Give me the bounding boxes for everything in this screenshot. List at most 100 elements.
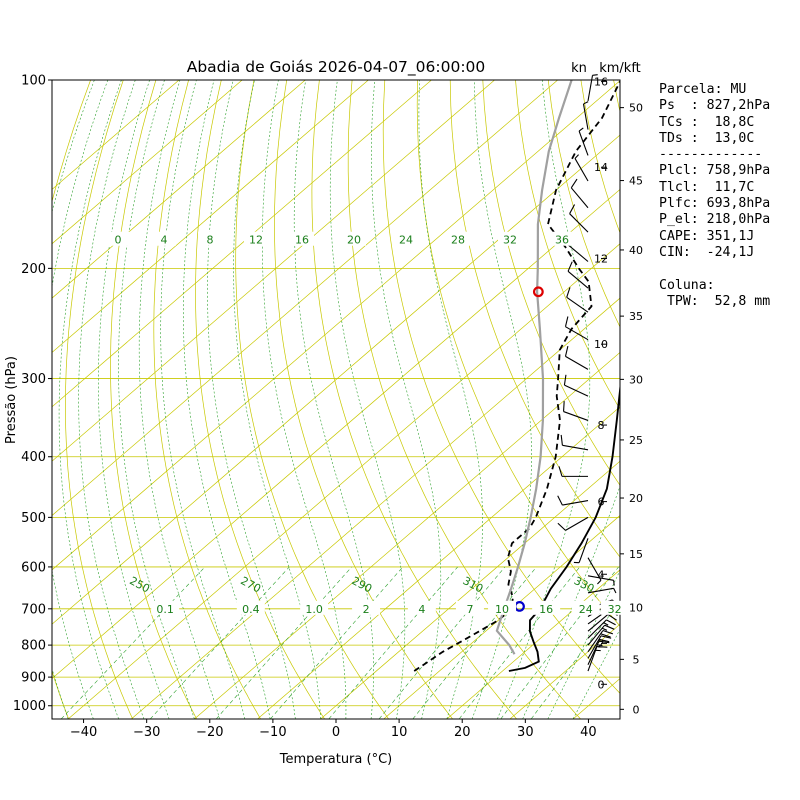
km-tick-label: 2 <box>598 637 605 650</box>
isotherm-line <box>446 569 620 719</box>
wind-barb-flag <box>557 522 566 531</box>
kft-tick-label: 5 <box>633 653 640 666</box>
isotherm-line <box>52 134 620 625</box>
temperature-line <box>508 381 620 672</box>
height-units-label: km/kft <box>599 61 641 76</box>
info-line <box>659 261 770 277</box>
wind-barb-half-flag <box>597 579 602 585</box>
moist-adiabat-label-bg <box>394 231 418 246</box>
mixing-ratio-label: 16 <box>539 603 553 616</box>
wind-barb-flag <box>563 374 567 386</box>
moist-adiabat-label-bg <box>290 231 314 246</box>
y-axis-label: Pressão (hPa) <box>4 356 19 444</box>
mixing-ratio-label-bg <box>407 600 436 615</box>
mixing-ratio-label-bg <box>352 600 381 615</box>
dry-adiabat-line <box>235 80 389 719</box>
x-tick-label: 0 <box>332 725 340 740</box>
wind-barb-staff <box>587 575 614 581</box>
wind-barb-staff <box>562 500 589 506</box>
wind-barb-flag <box>606 619 616 626</box>
moist-adiabat-label: 28 <box>451 234 465 247</box>
isotherm-line <box>52 80 243 245</box>
wind-barb-flag <box>604 624 615 630</box>
kft-tick-label: 50 <box>629 102 643 115</box>
moist-adiabat-label-bg <box>198 231 222 246</box>
wind-barb-staff <box>587 646 598 672</box>
wind-barb-flag <box>600 635 612 639</box>
isotherm-line <box>67 243 620 719</box>
moist-adiabat-label-bg <box>446 231 470 246</box>
dry-adiabat-line <box>65 80 134 719</box>
wind-barb-half-flag <box>592 74 598 76</box>
wind-barb-flag <box>598 640 610 644</box>
wind-barb <box>587 646 608 672</box>
x-tick-label: −40 <box>70 725 97 740</box>
wind-barb-flag <box>602 629 613 635</box>
info-line: TPW: 52,8 mm <box>659 293 771 309</box>
axes: −40 −30 −20 −10 0 10 20 30 401002003004005006007… <box>13 74 629 740</box>
wind-barb-flag <box>570 178 578 189</box>
moist-adiabat-label: 32 <box>503 234 517 247</box>
wind-barb-half-flag <box>583 101 589 105</box>
isotherm-line <box>320 460 620 719</box>
moist-adiabat-label-bg <box>498 231 522 246</box>
wind-barb-staff <box>587 557 602 581</box>
dry-adiabat-line <box>347 80 581 719</box>
wind-barb-staff <box>569 213 589 233</box>
wind-barb-half-flag <box>613 588 617 594</box>
info-line: Plcl: 758,9hPa <box>659 163 771 179</box>
wind-barb-staff <box>578 538 589 563</box>
wind-barb-flag <box>607 613 617 621</box>
km-tick-label: 10 <box>594 338 608 351</box>
moist-adiabat-label: 20 <box>347 234 361 247</box>
wind-barb-staff <box>564 384 589 397</box>
wind-barb-staff <box>582 103 589 130</box>
dry-adiabat-line <box>515 80 620 411</box>
wind-barb-flag <box>567 261 573 272</box>
info-line: Coluna: <box>659 277 715 293</box>
wind-barb-staff <box>578 130 589 156</box>
isotherm-line <box>52 80 495 462</box>
info-line: TCs : 18,8C <box>659 114 755 130</box>
moist-adiabat-label-bg <box>342 231 366 246</box>
mixing-ratio-label: 4 <box>418 603 425 616</box>
mixing-ratio-line <box>378 566 506 719</box>
moist-adiabat-line <box>207 80 296 719</box>
y-tick-label: 600 <box>21 560 46 575</box>
info-line: ------------- <box>659 147 763 163</box>
mixing-ratio-line <box>412 566 537 719</box>
wind-barb <box>587 557 602 585</box>
dry-adiabat-line <box>153 80 261 719</box>
moist-adiabat-line <box>262 80 347 719</box>
mixing-ratio-line <box>328 566 458 719</box>
dry-adiabat-line <box>382 80 620 694</box>
moist-adiabat-label: 12 <box>249 234 263 247</box>
wind-barb-flag <box>596 646 608 648</box>
wind-barb-staff <box>587 75 594 102</box>
wind-barb-staff <box>563 411 589 421</box>
kft-tick-label: 20 <box>629 492 643 505</box>
wind-barb-flag <box>557 495 563 506</box>
moist-adiabat-line <box>98 80 170 719</box>
lfc-marker <box>514 600 525 612</box>
wind-barb-staff <box>567 270 589 289</box>
mixing-ratio-label-bg <box>571 600 600 615</box>
wind-barb <box>567 261 589 289</box>
wind-barb <box>587 624 615 646</box>
wind-barb-staff <box>565 355 589 370</box>
moist-adiabat-label: 16 <box>295 234 309 247</box>
wind-barb <box>564 316 589 341</box>
isotherm-line <box>52 188 620 680</box>
moist-adiabat-label: 36 <box>555 234 569 247</box>
moist-adiabat-line <box>58 80 122 719</box>
wind-barb <box>558 466 588 477</box>
moist-adiabat-line <box>233 80 321 719</box>
wind-barb-flag <box>566 287 571 298</box>
wind-barb <box>566 287 589 313</box>
x-tick-label: −30 <box>133 725 160 740</box>
y-tick-label: 200 <box>21 262 46 277</box>
y-tick-label: 800 <box>21 639 46 654</box>
mixing-ratio-label-bg <box>300 600 329 615</box>
moist-adiabat-label: 24 <box>399 234 413 247</box>
